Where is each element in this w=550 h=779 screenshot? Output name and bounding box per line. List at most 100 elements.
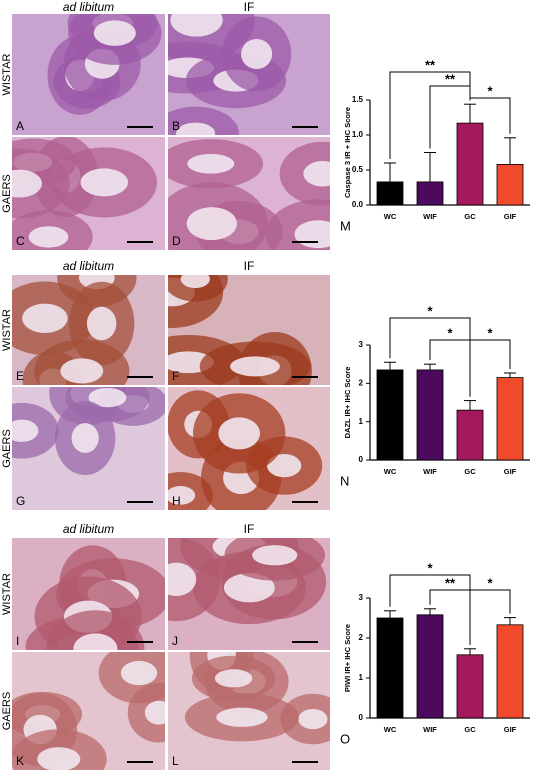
row-label: WISTAR bbox=[1, 309, 13, 351]
y-axis-label: PIWI IR+ IHC Score bbox=[343, 624, 352, 692]
panel-label: L bbox=[172, 754, 179, 768]
bar bbox=[496, 624, 524, 719]
panel-label: M bbox=[340, 218, 351, 233]
micrograph: K bbox=[12, 652, 165, 770]
bar bbox=[376, 181, 404, 206]
bar bbox=[456, 122, 484, 206]
x-tick-label: WIF bbox=[423, 467, 437, 476]
lumen bbox=[168, 486, 196, 505]
bar bbox=[416, 181, 444, 206]
tubules bbox=[47, 14, 162, 115]
row-label: GAERS bbox=[1, 174, 13, 213]
column-header: ad libitum bbox=[63, 259, 114, 273]
micrograph: F bbox=[168, 275, 330, 385]
panel-label: F bbox=[172, 369, 179, 383]
y-axis-label: DAZL IR+ IHC Score bbox=[343, 367, 352, 439]
row-label: GAERS bbox=[1, 692, 13, 731]
lumen bbox=[216, 707, 268, 727]
lumen bbox=[88, 387, 127, 408]
lumen bbox=[28, 226, 69, 248]
lumen bbox=[73, 633, 118, 650]
column-header: ad libitum bbox=[63, 522, 114, 536]
significance-bracket bbox=[469, 339, 511, 397]
lumen bbox=[187, 153, 235, 174]
x-tick-label: GC bbox=[464, 467, 476, 476]
lumen bbox=[12, 169, 42, 198]
tubules bbox=[168, 390, 323, 510]
tubules bbox=[12, 137, 158, 250]
micrograph: J bbox=[168, 538, 330, 650]
lumen bbox=[80, 168, 128, 197]
column-header: IF bbox=[244, 0, 255, 14]
tubules bbox=[12, 652, 165, 770]
micrograph: E bbox=[12, 275, 165, 385]
micrograph: B bbox=[168, 14, 330, 135]
lumen bbox=[180, 275, 210, 289]
lumen bbox=[12, 419, 39, 442]
significance-label: ** bbox=[425, 57, 436, 72]
lumen bbox=[168, 562, 197, 597]
lumen bbox=[22, 303, 68, 333]
y-tick-label: 2 bbox=[359, 633, 364, 642]
lumen bbox=[176, 122, 216, 135]
lumen bbox=[144, 700, 165, 725]
column-header: IF bbox=[244, 522, 255, 536]
tubule bbox=[46, 610, 145, 650]
bar bbox=[416, 369, 444, 461]
lumen bbox=[267, 453, 302, 478]
lumen bbox=[241, 38, 273, 69]
y-tick-label: 0 bbox=[359, 455, 364, 464]
y-tick-label: 1 bbox=[359, 417, 364, 426]
row-label: WISTAR bbox=[1, 573, 13, 615]
bar bbox=[496, 377, 524, 461]
tubules bbox=[168, 538, 327, 625]
significance-label: * bbox=[487, 575, 493, 590]
y-tick-label: 0 bbox=[359, 713, 364, 722]
tubules bbox=[168, 14, 292, 135]
panel-label: N bbox=[340, 473, 349, 488]
micrograph: D bbox=[168, 137, 330, 250]
x-tick-label: GC bbox=[464, 212, 476, 221]
lumen bbox=[120, 660, 158, 686]
lumen bbox=[170, 14, 223, 37]
lumen bbox=[294, 220, 330, 249]
micrograph: I bbox=[12, 538, 165, 650]
lumen bbox=[71, 423, 99, 453]
lumen bbox=[37, 747, 81, 770]
column-header: IF bbox=[244, 259, 255, 273]
micrograph: A bbox=[12, 14, 165, 135]
significance-label: * bbox=[487, 83, 493, 98]
x-tick-label: WC bbox=[384, 725, 397, 734]
bar bbox=[376, 369, 404, 461]
lumen bbox=[93, 20, 136, 46]
significance-label: ** bbox=[445, 71, 456, 86]
micrograph: C bbox=[12, 137, 165, 250]
significance-bracket bbox=[469, 97, 511, 134]
panel-label: G bbox=[16, 494, 25, 508]
micrograph: H bbox=[168, 387, 330, 510]
significance-label: ** bbox=[445, 575, 456, 590]
bar bbox=[496, 163, 524, 206]
bar bbox=[456, 654, 484, 719]
tubules bbox=[12, 275, 137, 385]
y-tick-label: 3 bbox=[359, 340, 364, 349]
panel-label: O bbox=[340, 731, 350, 746]
x-tick-label: WIF bbox=[423, 725, 437, 734]
tubules bbox=[168, 275, 312, 385]
x-tick-label: GIF bbox=[504, 725, 517, 734]
panel-label: J bbox=[172, 634, 178, 648]
row-label: WISTAR bbox=[1, 53, 13, 95]
panel-label: A bbox=[16, 119, 24, 133]
panel-label: H bbox=[172, 494, 181, 508]
bar bbox=[416, 614, 444, 719]
y-tick-label: 2 bbox=[359, 378, 364, 387]
significance-label: * bbox=[427, 560, 433, 575]
y-tick-label: 0.0 bbox=[352, 200, 364, 209]
bar bbox=[376, 617, 404, 719]
micrograph: G bbox=[12, 387, 165, 510]
bar bbox=[456, 409, 484, 461]
y-tick-label: 3 bbox=[359, 593, 364, 602]
lumen bbox=[60, 358, 104, 384]
y-tick-label: 1.0 bbox=[352, 130, 364, 139]
